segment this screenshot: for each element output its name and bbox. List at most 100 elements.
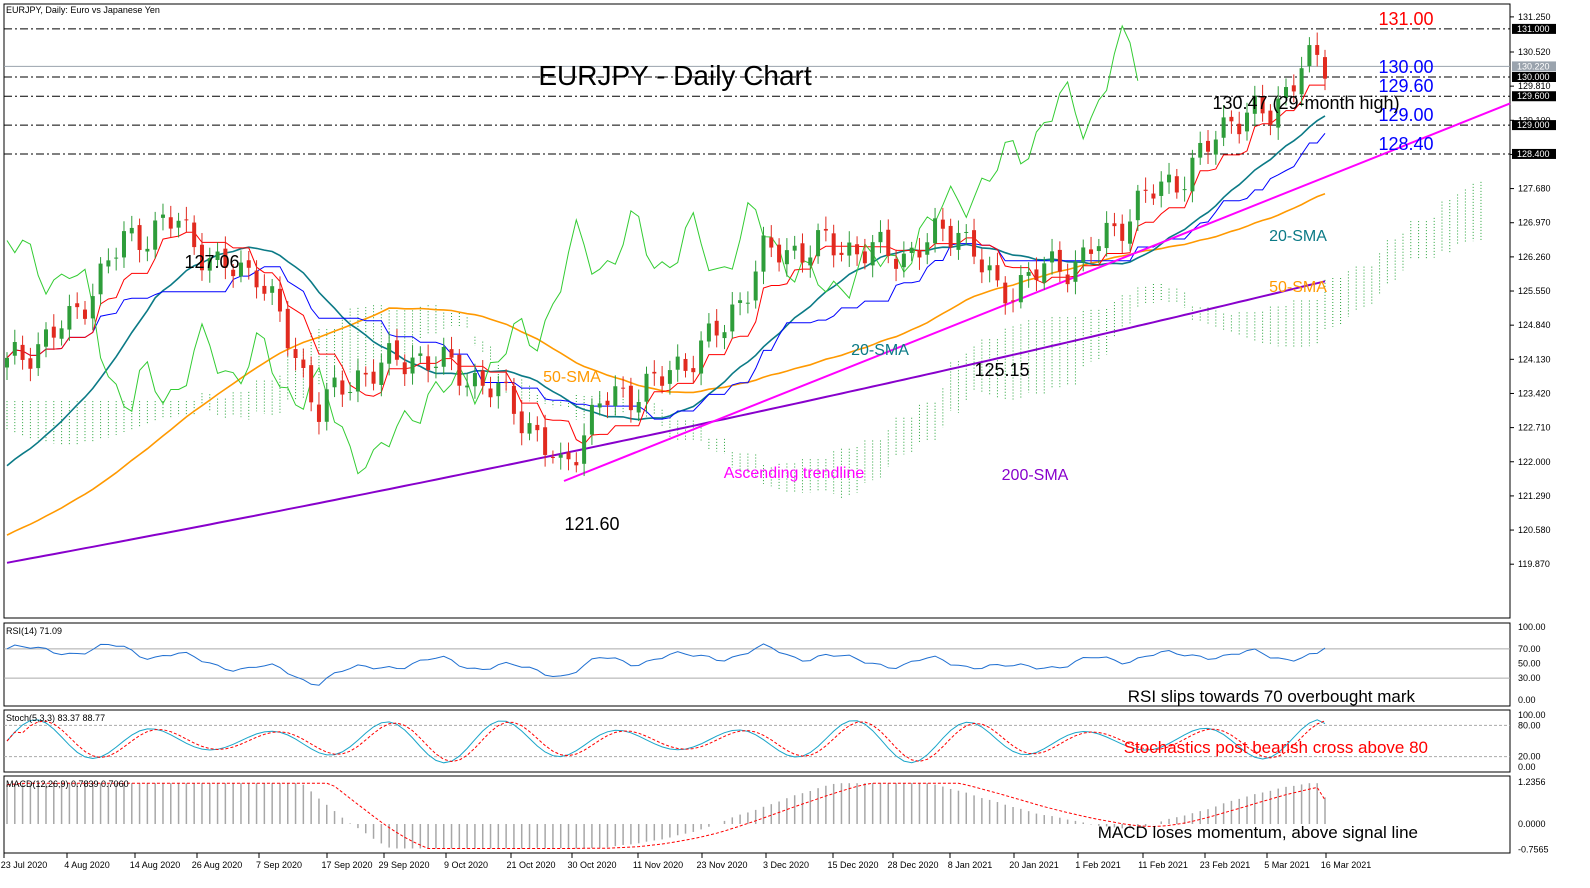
annotation-6: 50-SMA	[1269, 279, 1327, 296]
candle	[1018, 265, 1023, 309]
candle-body	[433, 366, 438, 368]
candle	[441, 337, 446, 375]
stoch-header: Stoch(5,3,3) 83.37 88.77	[6, 713, 105, 723]
candle	[1112, 212, 1117, 237]
candle	[660, 365, 665, 394]
candle-body	[745, 302, 750, 304]
candlesticks	[5, 32, 1327, 477]
candle	[683, 353, 688, 378]
candle-body	[324, 389, 329, 422]
candle-body	[925, 242, 930, 255]
candle-body	[675, 356, 680, 370]
candle	[324, 382, 329, 431]
candle-body	[808, 257, 813, 266]
candle-body	[1128, 221, 1133, 244]
candle	[168, 205, 173, 238]
candle-body	[660, 376, 665, 386]
candle	[114, 247, 119, 271]
ascending-trendline	[563, 102, 1511, 482]
x-tick-label: 23 Jul 2020	[1, 860, 48, 870]
candle	[1284, 78, 1289, 106]
x-tick-label: 20 Jan 2021	[1009, 860, 1059, 870]
candle-body	[948, 225, 953, 248]
candle-body	[1057, 249, 1062, 272]
candle	[332, 365, 337, 398]
candle	[262, 274, 267, 301]
candle	[98, 257, 103, 306]
stoch-k-line	[6, 719, 1326, 764]
candle-body	[972, 230, 977, 257]
tenkan-line	[6, 84, 1325, 445]
candle	[82, 300, 87, 325]
candle-body	[309, 365, 314, 403]
candle-body	[550, 456, 555, 458]
macd-tick-label: 0.0000	[1518, 819, 1546, 829]
rsi-pane-frame	[3, 622, 1511, 707]
candle-body	[621, 387, 626, 389]
annotation-4: 50-SMA	[543, 369, 601, 386]
chart-title: EURJPY - Daily Chart	[538, 60, 812, 91]
candle-body	[394, 340, 399, 360]
candle	[1229, 110, 1234, 134]
x-tick-label: 9 Oct 2020	[444, 860, 488, 870]
candle-body	[535, 424, 540, 431]
candle	[160, 203, 165, 231]
candle	[995, 252, 1000, 287]
candle	[418, 346, 423, 363]
candle-body	[543, 427, 548, 455]
candle	[1245, 102, 1250, 141]
candle-body	[652, 371, 657, 374]
candle-body	[1042, 263, 1047, 283]
y-tick-label: 122.710	[1518, 423, 1551, 433]
level-label-4: 129.00	[1378, 105, 1433, 125]
candle-body	[1151, 193, 1156, 199]
candle	[527, 412, 532, 441]
macd-pane: 1.2356 0.0000 -0.7565	[6, 777, 1549, 855]
candle-body	[886, 229, 891, 257]
candle	[12, 329, 17, 365]
candle-body	[753, 271, 758, 301]
candle-body	[878, 231, 883, 243]
candle-body	[1213, 139, 1218, 155]
candle-body	[574, 462, 579, 466]
candle	[106, 248, 111, 274]
candle-body	[1260, 96, 1265, 114]
candle	[371, 359, 376, 391]
candle	[277, 276, 282, 322]
candle	[1135, 184, 1140, 231]
candle	[1026, 262, 1031, 288]
x-tick-label: 23 Nov 2020	[696, 860, 747, 870]
annotation-7: 20-SMA	[1269, 228, 1327, 245]
candle-body	[1276, 98, 1281, 128]
candle	[433, 356, 438, 379]
candle	[886, 219, 891, 264]
candle-body	[1252, 95, 1257, 114]
rsi-tick-label: 0.00	[1518, 695, 1536, 705]
candle-body	[145, 248, 150, 252]
candle	[792, 235, 797, 260]
candle-body	[402, 362, 407, 375]
candle-body	[722, 332, 727, 339]
rsi-tick-label: 100.00	[1518, 622, 1546, 632]
candle-body	[738, 300, 743, 303]
candle	[753, 260, 758, 309]
candle	[1120, 214, 1125, 254]
candle	[285, 300, 290, 357]
candle	[644, 366, 649, 412]
x-tick-label: 5 Mar 2021	[1264, 860, 1310, 870]
candle	[972, 218, 977, 265]
candle	[636, 389, 641, 422]
candle	[410, 345, 415, 385]
candle-body	[933, 218, 938, 244]
candle	[480, 360, 485, 395]
candle	[808, 245, 813, 278]
candle-body	[636, 401, 641, 413]
candle	[964, 224, 969, 245]
candle-body	[441, 346, 446, 367]
candle	[667, 360, 672, 395]
candle-body	[465, 385, 470, 388]
candle-body	[28, 358, 33, 369]
stoch-pane-frame	[3, 709, 1511, 773]
candle-body	[831, 233, 836, 256]
candle-body	[355, 370, 360, 392]
